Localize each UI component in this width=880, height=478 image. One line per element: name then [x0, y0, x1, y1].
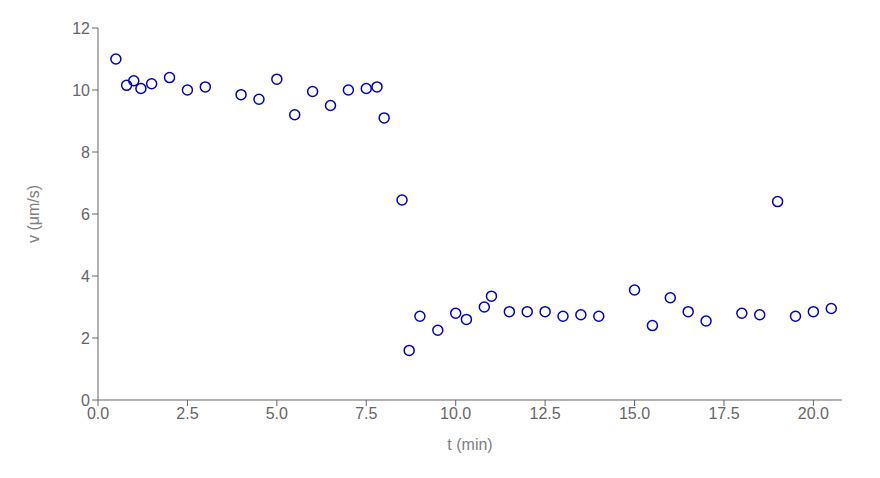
svg-text:12.5: 12.5: [530, 405, 561, 422]
svg-text:8: 8: [81, 144, 90, 161]
svg-text:17.5: 17.5: [708, 405, 739, 422]
svg-text:0.0: 0.0: [87, 405, 109, 422]
svg-text:10.0: 10.0: [440, 405, 471, 422]
svg-text:v (μm/s): v (μm/s): [25, 185, 42, 243]
svg-text:0: 0: [81, 392, 90, 409]
svg-text:15.0: 15.0: [619, 405, 650, 422]
svg-text:10: 10: [72, 82, 90, 99]
svg-text:20.0: 20.0: [798, 405, 829, 422]
svg-text:12: 12: [72, 20, 90, 37]
svg-text:4: 4: [81, 268, 90, 285]
svg-text:5.0: 5.0: [266, 405, 288, 422]
svg-text:6: 6: [81, 206, 90, 223]
svg-text:2: 2: [81, 330, 90, 347]
svg-text:t (min): t (min): [447, 436, 492, 453]
svg-text:2.5: 2.5: [176, 405, 198, 422]
svg-text:7.5: 7.5: [355, 405, 377, 422]
